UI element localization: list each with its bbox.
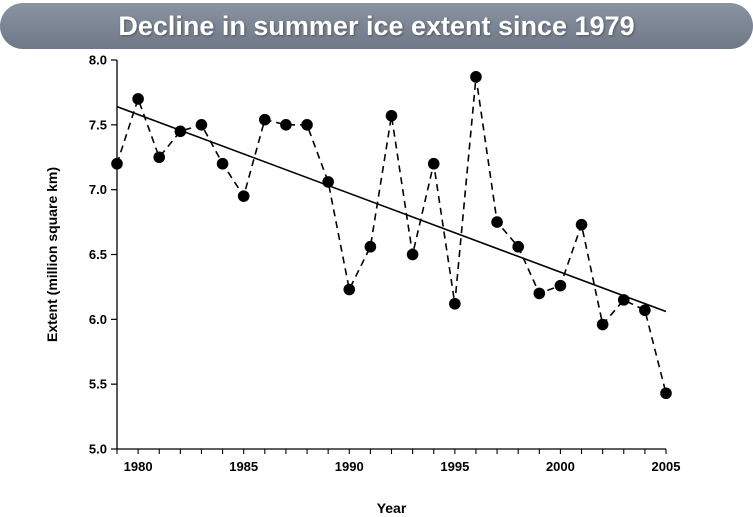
x-tick-label: 1990: [335, 459, 364, 474]
y-tick-label: 5.0: [89, 442, 107, 457]
data-point: [406, 248, 419, 261]
x-tick-label: 2000: [546, 459, 575, 474]
data-point: [111, 157, 123, 170]
labels-group: 5.0 5.5 6.0 6.5 7.0 7.5 8.0 1980 1985 1990 1995 200…: [44, 53, 680, 517]
data-point: [491, 216, 503, 228]
data-point: [237, 190, 250, 202]
data-series-group: [111, 71, 672, 400]
data-point: [554, 279, 567, 292]
x-axis-title: Year: [377, 500, 407, 516]
data-point: [322, 176, 334, 188]
data-point: [639, 304, 651, 317]
data-point: [596, 318, 609, 331]
x-tick-label: 1980: [124, 459, 153, 474]
data-point: [153, 151, 166, 164]
y-tick-label: 6.0: [89, 312, 107, 327]
data-point: [533, 287, 546, 300]
x-tick-label: 1995: [440, 459, 469, 474]
data-point: [301, 119, 313, 131]
data-point: [660, 387, 672, 400]
y-tick-label: 5.5: [89, 377, 107, 392]
title-banner: Decline in summer ice extent since 1979: [0, 3, 753, 49]
y-tick-label: 6.5: [89, 247, 107, 262]
data-point: [449, 297, 461, 310]
y-axis-title: Extent (million square km): [44, 167, 60, 342]
data-point: [132, 93, 144, 105]
x-tick-label: 1985: [229, 459, 258, 474]
data-point: [427, 157, 440, 170]
data-point: [617, 294, 630, 306]
trend-line: [116, 105, 667, 313]
data-point: [216, 157, 229, 170]
y-tick-label: 7.0: [89, 182, 107, 197]
axes: [111, 59, 667, 454]
data-point: [195, 119, 208, 131]
data-point: [575, 218, 588, 231]
chart-title: Decline in summer ice extent since 1979: [118, 10, 635, 41]
data-point: [343, 283, 356, 296]
y-tick-label: 7.5: [89, 117, 107, 132]
data-point: [259, 113, 271, 126]
data-point: [174, 125, 187, 138]
data-point: [470, 71, 482, 83]
data-point: [364, 240, 377, 253]
data-point: [512, 240, 524, 253]
x-tick-label: 2005: [652, 459, 681, 474]
data-point: [280, 119, 292, 131]
y-tick-label: 8.0: [89, 53, 107, 68]
data-point: [385, 109, 398, 122]
trend-line-group: [116, 105, 667, 313]
